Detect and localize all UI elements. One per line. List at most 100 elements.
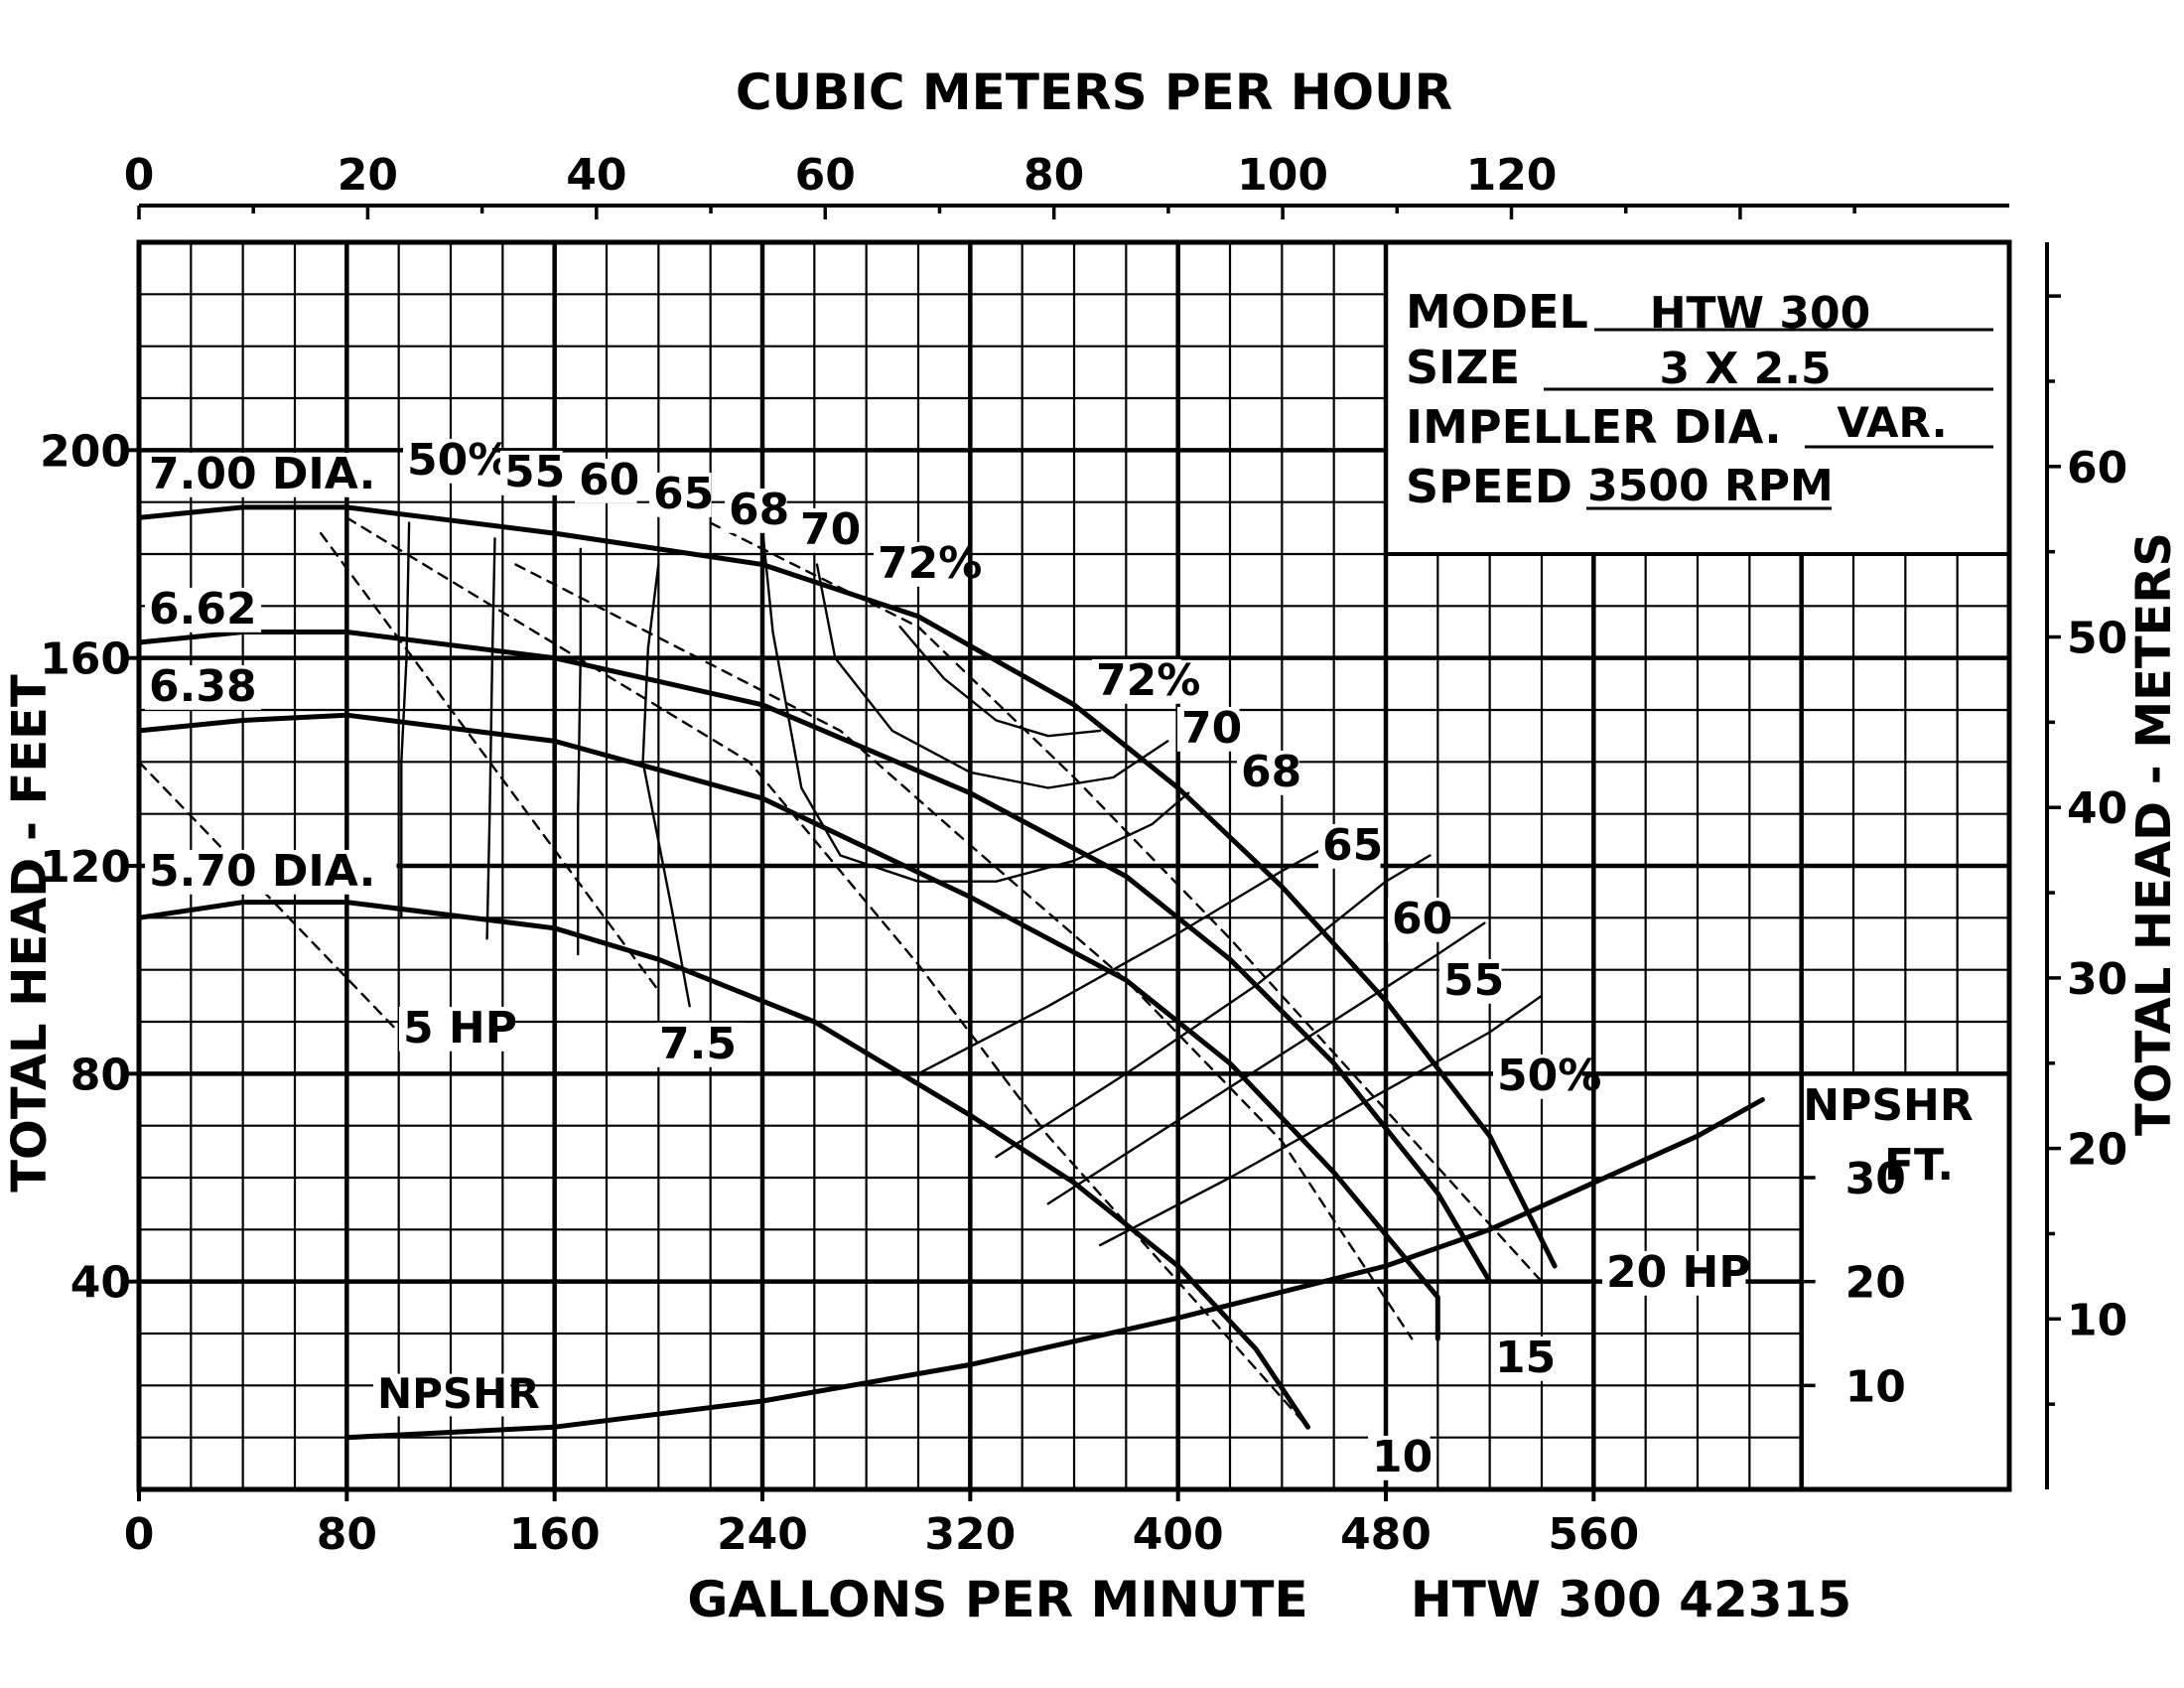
drawing-number: HTW 300 42315 [1411,1571,1851,1628]
x-tick-label: 320 [924,1509,1016,1560]
efficiency-curve-7 [916,838,1341,1075]
head-label-570: 5.70 DIA. [149,846,375,897]
hp-line-4 [709,521,1544,1283]
y-tick-label: 160 [40,634,131,685]
y-tick-label: 40 [70,1258,131,1309]
efficiency-curve-10 [1099,994,1544,1247]
x-tick-label: 560 [1548,1509,1639,1560]
npsh-unit-label: NPSHR [1803,1080,1973,1131]
eff-label-2: 60 [579,455,639,505]
eff-label-70-right: 70 [1181,703,1242,754]
eff-label-5: 70 [800,504,861,555]
head-label-570-bg [145,849,397,895]
eff-label-3-bg [649,472,712,517]
npsh-tick-label: 10 [1845,1361,1906,1412]
hp-label-4-bg [1602,1250,1746,1296]
npshr-label: NPSHR [377,1369,540,1418]
head-curve-2 [136,712,1440,1341]
head-curve-0 [136,504,1558,1269]
x-tick-label: 160 [509,1509,601,1560]
hp-line-0 [137,761,400,1034]
top-tick-label: 80 [1024,150,1084,201]
hp-label-3-bg [1491,1336,1554,1381]
top-tick-label: 40 [566,150,626,201]
eff-label-0: 50% [407,435,511,486]
y-tick-label: 120 [40,842,131,893]
top-axis-title: CUBIC METERS PER HOUR [736,64,1452,121]
efficiency-curve-2 [577,547,582,956]
eff-label-10: 50% [1497,1051,1601,1101]
chart-curves [136,504,1765,1441]
efficiency-curve-5 [815,563,1169,789]
eff-label-72-right-bg [1092,658,1181,704]
y-tick-label: 200 [40,426,131,477]
eff-label-6-bg [874,541,963,587]
hp-label-0-bg [399,1006,516,1052]
efficiency-curve-8 [995,854,1432,1159]
eff-label-1-bg [500,450,563,495]
spec-box: MODEL HTW 300 SIZE 3 X 2.5 IMPELLER DIA.… [1406,285,1993,513]
hp-line-2 [345,516,1309,1429]
efficiency-curve-4 [760,526,1190,883]
hp-label-1-bg [655,1022,745,1067]
impeller-value: VAR. [1837,398,1947,447]
npsh-tick-label: 20 [1845,1258,1906,1309]
right-tick-label: 20 [2067,1125,2127,1176]
x-tick-label: 240 [717,1509,808,1560]
size-value: 3 X 2.5 [1659,344,1831,394]
hp-line-1 [320,531,660,992]
hp-label-0: 5 HP [403,1003,517,1054]
impeller-label: IMPELLER DIA. [1406,400,1782,454]
hp-line-3 [514,563,1414,1340]
eff-label-0-bg [403,438,492,484]
eff-label-9-bg [1439,958,1502,1004]
x-tick-label: 80 [317,1509,377,1560]
eff-label-4-bg [725,488,787,533]
efficiency-curve-9 [1046,921,1486,1205]
head-curve-3 [136,900,1310,1430]
efficiency-curve-0 [400,521,411,919]
npsh-unit-ft: FT. [1884,1140,1954,1191]
top-tick-label: 100 [1237,150,1328,201]
hp-label-2: 10 [1372,1432,1433,1482]
head-label-662: 6.62 [149,584,257,634]
eff-label-4: 68 [729,485,789,535]
npshr-label-bg [373,1373,511,1417]
right-tick-label: 30 [2067,954,2127,1005]
eff-label-1: 55 [504,447,565,497]
size-label: SIZE [1406,341,1520,394]
npshr-curve [343,1097,1765,1441]
x-tick-label: 0 [124,1509,155,1560]
x-tick-label: 400 [1133,1509,1224,1560]
eff-label-2-bg [575,458,637,503]
head-label-700-bg [145,452,397,497]
eff-label-9: 55 [1443,955,1504,1006]
hp-label-1: 7.5 [659,1019,737,1069]
efficiency-curve-1 [485,537,496,940]
eff-label-7-bg [1318,823,1381,869]
top-tick-label: 120 [1466,150,1558,201]
head-label-638: 6.38 [149,661,257,712]
x-axis-title: GALLONS PER MINUTE [687,1571,1307,1628]
chart-axes: 0 80 160 240 320 400 480 560 40 80 120 160 200 0 20 40 6… [40,150,2127,1560]
right-tick-label: 40 [2067,783,2127,834]
y2-axis-title: TOTAL HEAD - METERS [2126,532,2182,1136]
y-axis-title: TOTAL HEAD - FEET [2,674,58,1193]
y-tick-label: 80 [70,1050,131,1100]
eff-label-5-bg [796,507,859,553]
right-tick-label: 60 [2067,443,2127,493]
eff-label-7: 65 [1322,820,1383,871]
hp-label-3: 15 [1495,1333,1556,1383]
top-tick-label: 20 [338,150,398,201]
eff-label-3: 65 [653,469,714,519]
eff-label-8-bg [1388,897,1450,942]
efficiency-curve-3 [641,563,691,1008]
npsh-tick-label: 30 [1845,1154,1906,1204]
eff-label-70-right-bg [1177,706,1240,752]
head-label-638-bg [145,664,262,710]
speed-label: SPEED [1406,460,1572,513]
head-label-700: 7.00 DIA. [149,449,375,499]
right-tick-label: 50 [2067,614,2127,664]
